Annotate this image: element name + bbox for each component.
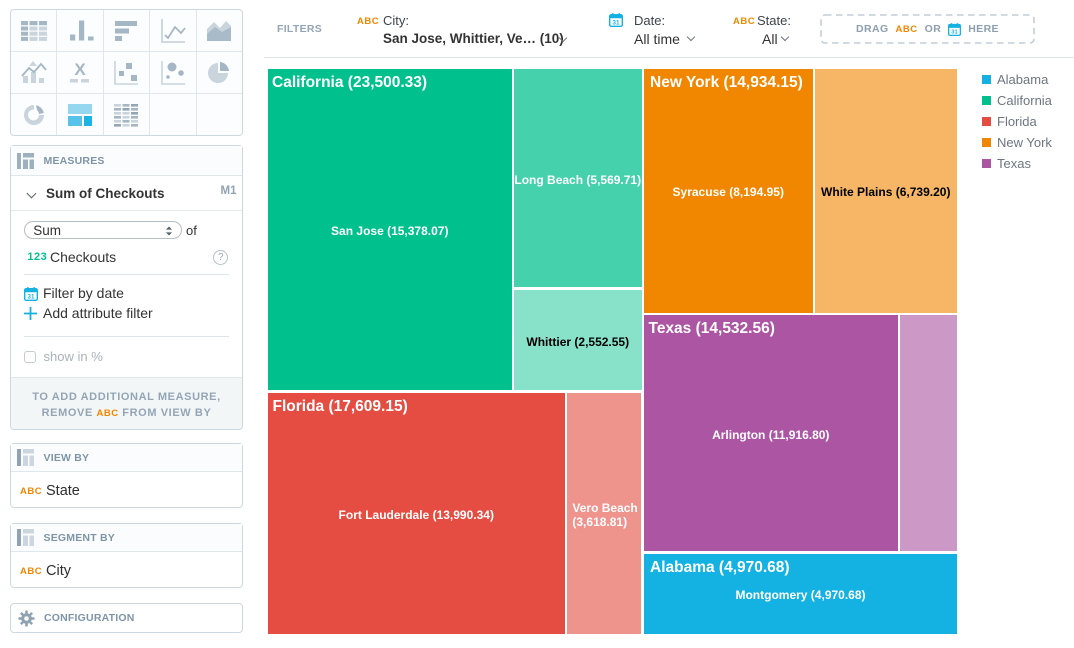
svg-text:31: 31: [613, 19, 620, 26]
svg-text:X: X: [74, 60, 86, 79]
svg-text:31: 31: [27, 293, 34, 300]
svg-text:31: 31: [951, 29, 958, 35]
